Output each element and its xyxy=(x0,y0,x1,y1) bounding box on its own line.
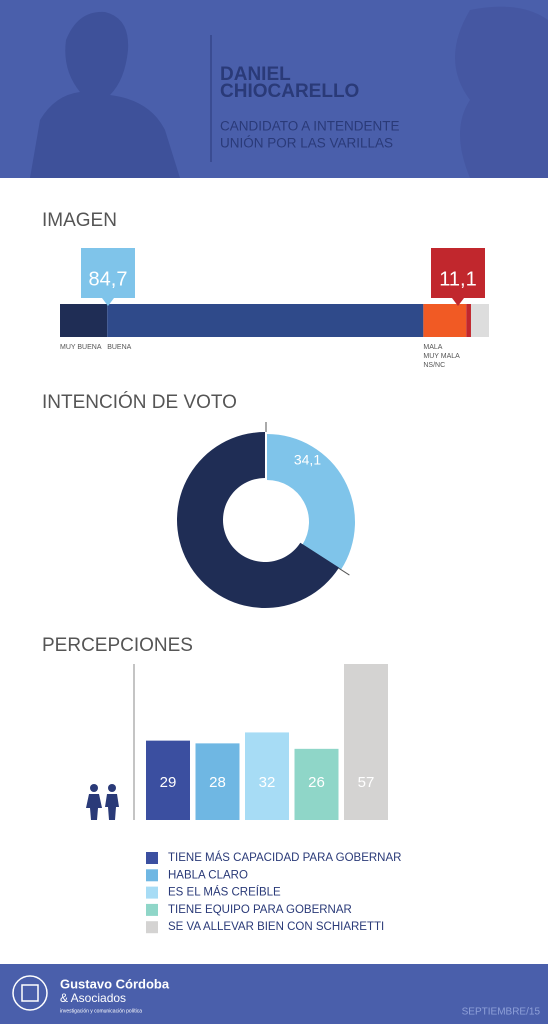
callout-label: 11,1 xyxy=(439,268,476,290)
name: CHIOCARELLO xyxy=(220,81,359,102)
value-label: 26 xyxy=(308,774,325,791)
legend-swatch xyxy=(146,921,158,934)
map-shape xyxy=(455,6,548,178)
footer-bg xyxy=(0,964,548,1024)
category-label: MALA xyxy=(423,344,442,351)
legend-swatch xyxy=(146,852,158,864)
legend-swatch xyxy=(146,903,158,916)
legend-swatch xyxy=(146,886,158,899)
bar-segment xyxy=(107,304,424,337)
legend-label: TIENE MÁS CAPACIDAD PARA GOBERNAR xyxy=(168,851,401,864)
brand-sub: & Asociados xyxy=(60,991,126,1005)
legend-label: SE VA ALLEVAR BIEN CON SCHIARETTI xyxy=(168,921,384,933)
value-label: 32 xyxy=(259,774,276,791)
bar xyxy=(195,743,240,820)
people-icon xyxy=(86,784,119,820)
bar xyxy=(344,664,388,820)
bar xyxy=(294,748,339,820)
value-label: 57 xyxy=(358,774,375,791)
portrait xyxy=(30,11,180,178)
legend-swatch xyxy=(146,869,158,882)
callout xyxy=(431,248,485,306)
tagline: investigación y comunicación política xyxy=(60,1008,142,1014)
category-label: MUY MALA xyxy=(423,353,460,360)
category-label: BUENA xyxy=(107,344,131,351)
logo xyxy=(12,975,48,1011)
value-label: 34,1 xyxy=(294,451,321,467)
section-title: PERCEPCIONES xyxy=(42,635,193,656)
bar-segment xyxy=(470,304,489,337)
callout xyxy=(81,248,135,306)
value-label: 29 xyxy=(160,774,177,791)
callout-label: 84,7 xyxy=(89,268,128,290)
brand: Gustavo Córdoba xyxy=(60,976,170,991)
bar-segment xyxy=(466,304,471,337)
bar-segment xyxy=(60,304,108,337)
bar-segment xyxy=(423,304,467,337)
section-title: INTENCIÓN DE VOTO xyxy=(42,391,237,413)
subtitle: UNIÓN POR LAS VARILLAS xyxy=(220,136,393,151)
bar xyxy=(245,732,289,820)
category-label: NS/NC xyxy=(423,362,445,369)
value-label: 28 xyxy=(209,774,226,791)
legend-label: HABLA CLARO xyxy=(168,869,248,881)
donut-slice xyxy=(267,434,355,570)
legend-label: ES EL MÁS CREÍBLE xyxy=(168,886,281,899)
subtitle: CANDIDATO A INTENDENTE xyxy=(220,119,400,134)
date: SEPTIEMBRE/15 xyxy=(462,1007,541,1018)
section-title: IMAGEN xyxy=(42,210,117,231)
donut-slice xyxy=(177,432,340,608)
logo-mark xyxy=(21,984,39,1002)
category-label: MUY BUENA xyxy=(60,344,102,351)
bar xyxy=(146,740,190,820)
name: DANIEL xyxy=(220,64,291,85)
legend-label: TIENE EQUIPO PARA GOBERNAR xyxy=(168,904,352,916)
